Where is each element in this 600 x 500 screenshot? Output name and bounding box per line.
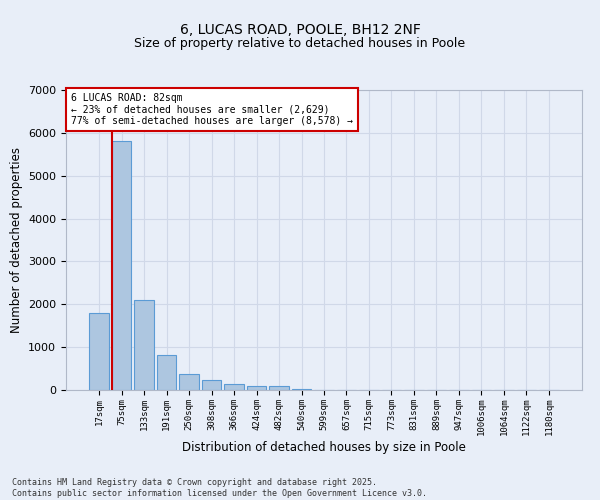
Text: Size of property relative to detached houses in Poole: Size of property relative to detached ho…: [134, 38, 466, 51]
Text: Contains HM Land Registry data © Crown copyright and database right 2025.
Contai: Contains HM Land Registry data © Crown c…: [12, 478, 427, 498]
Bar: [179, 374, 199, 390]
Bar: [224, 384, 244, 390]
X-axis label: Distribution of detached houses by size in Poole: Distribution of detached houses by size …: [182, 441, 466, 454]
Bar: [89, 313, 109, 390]
Bar: [247, 386, 266, 390]
Bar: [202, 380, 221, 390]
Bar: [157, 355, 176, 390]
Text: 6 LUCAS ROAD: 82sqm
← 23% of detached houses are smaller (2,629)
77% of semi-det: 6 LUCAS ROAD: 82sqm ← 23% of detached ho…: [71, 93, 353, 126]
Y-axis label: Number of detached properties: Number of detached properties: [10, 147, 23, 333]
Bar: [269, 386, 289, 390]
Bar: [134, 300, 154, 390]
Bar: [292, 388, 311, 390]
Text: 6, LUCAS ROAD, POOLE, BH12 2NF: 6, LUCAS ROAD, POOLE, BH12 2NF: [179, 22, 421, 36]
Bar: [112, 140, 131, 390]
